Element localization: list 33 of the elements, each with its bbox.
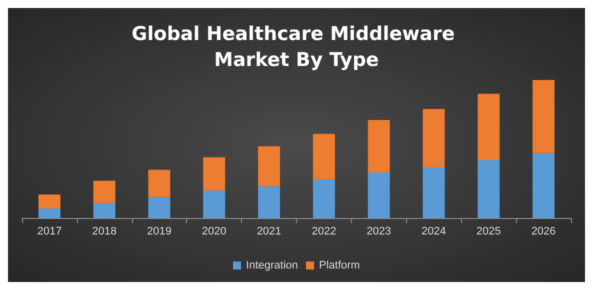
bar	[312, 134, 335, 180]
bar	[478, 160, 500, 218]
x-tick-label: 2018	[92, 226, 117, 238]
legend-label: Platform	[319, 260, 360, 272]
bar	[258, 146, 280, 186]
x-tick-label: 2024	[422, 226, 446, 238]
x-tick-label: 2026	[531, 226, 556, 238]
bar	[532, 153, 555, 218]
bar	[422, 108, 445, 167]
bar	[312, 179, 335, 218]
x-tick-label: 2020	[202, 226, 226, 238]
x-tick-label: 2022	[312, 226, 336, 238]
bar	[532, 80, 555, 154]
bar	[203, 190, 226, 218]
bar	[148, 197, 170, 218]
bar	[368, 120, 390, 172]
bar	[38, 194, 60, 208]
x-tick-label: 2023	[366, 226, 392, 238]
bar	[38, 208, 60, 218]
bar	[93, 202, 116, 218]
bar	[93, 180, 116, 203]
bar	[148, 170, 170, 198]
x-tick-label: 2019	[147, 226, 172, 238]
x-tick-label: 2017	[37, 226, 62, 238]
bar	[422, 166, 445, 218]
bar	[203, 157, 226, 190]
legend-label: Integration	[246, 260, 298, 272]
bar	[478, 94, 500, 160]
x-tick-label: 2021	[256, 226, 282, 238]
x-tick-label: 2025	[476, 226, 501, 238]
chart-title: Global Healthcare Middleware Market By Type	[132, 23, 462, 71]
bar	[368, 172, 390, 218]
bar	[258, 186, 280, 218]
